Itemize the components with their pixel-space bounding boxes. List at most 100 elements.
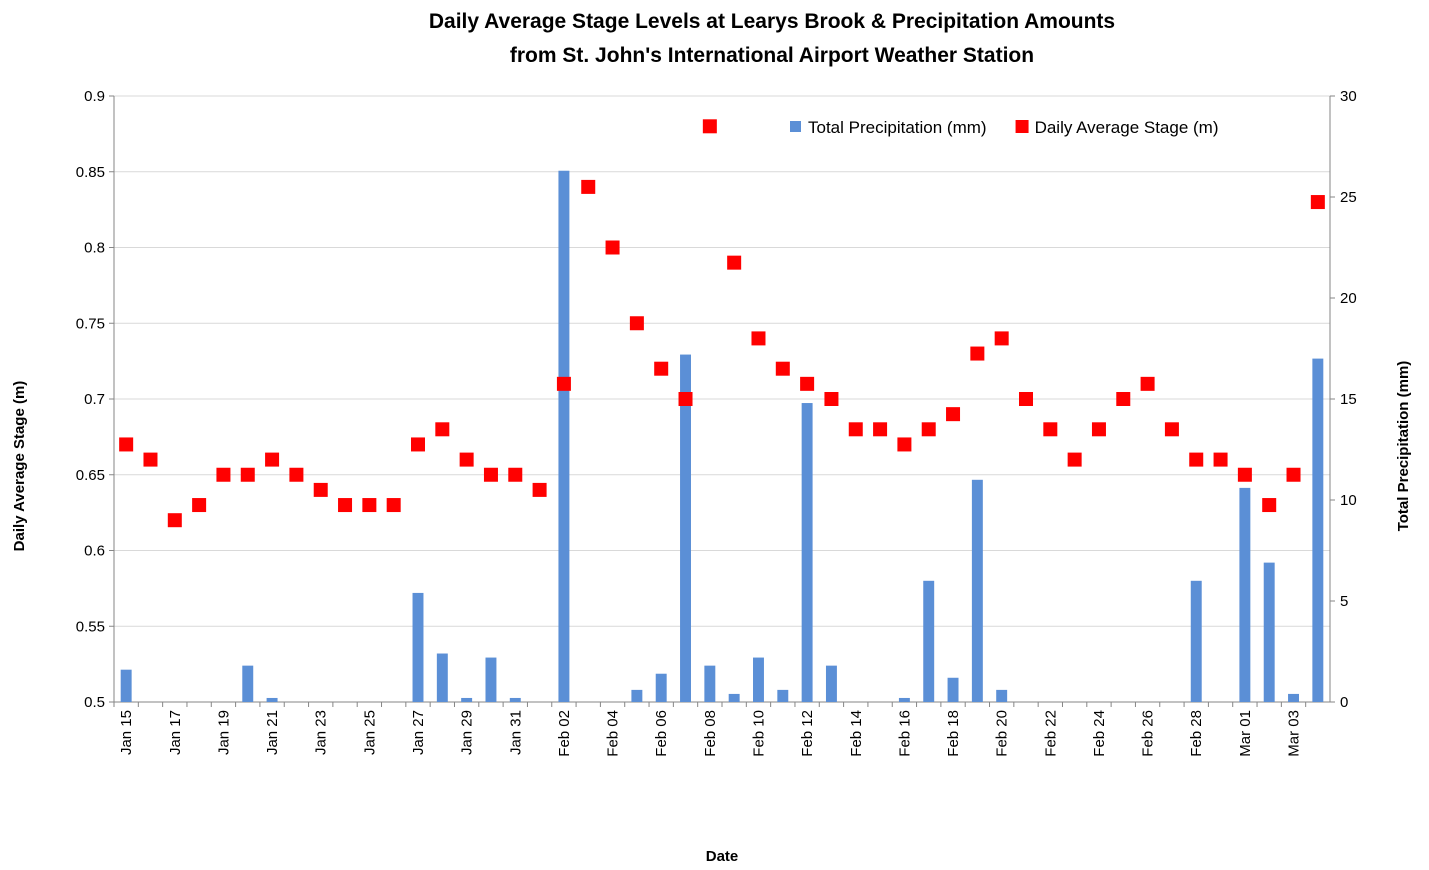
point	[289, 467, 304, 482]
bar	[1190, 580, 1202, 702]
bar	[655, 673, 667, 702]
x-tick-label: Feb 20	[994, 710, 1011, 757]
y2-tick-label: 25	[1340, 189, 1357, 206]
bar	[242, 665, 254, 702]
bar	[631, 689, 643, 702]
bar	[728, 693, 740, 702]
x-tick-label: Feb 06	[653, 710, 670, 757]
point	[1019, 392, 1033, 406]
point	[800, 376, 815, 391]
point	[1286, 467, 1301, 482]
point	[313, 482, 328, 497]
bar	[753, 657, 764, 702]
x-axis-title: Date	[706, 848, 739, 865]
bar	[558, 170, 570, 703]
point	[119, 437, 134, 452]
bar	[485, 657, 497, 702]
point	[1043, 422, 1058, 437]
point	[338, 498, 353, 513]
point	[192, 498, 207, 513]
point	[143, 452, 158, 467]
x-tick-label: Mar 01	[1237, 710, 1254, 757]
chart-title: Daily Average Stage Levels at Learys Bro…	[429, 10, 1115, 33]
point	[994, 331, 1009, 346]
x-tick-label: Feb 22	[1042, 710, 1059, 757]
point	[1237, 467, 1252, 482]
y-tick-label: 0.55	[76, 618, 105, 635]
point	[411, 437, 425, 452]
point	[1164, 422, 1179, 437]
x-tick-label: Feb 08	[702, 710, 719, 757]
x-tick-label: Jan 31	[507, 710, 524, 755]
y-tick-label: 0.9	[84, 88, 105, 105]
point	[1067, 452, 1082, 467]
bar	[461, 697, 473, 702]
bar	[923, 580, 935, 702]
legend-swatch	[1015, 120, 1029, 133]
x-tick-label: Feb 04	[605, 710, 622, 757]
bar	[436, 653, 448, 702]
bar	[1239, 487, 1251, 702]
chart-title: from St. John's International Airport We…	[510, 44, 1034, 67]
y-tick-label: 0.65	[76, 467, 105, 484]
y2-tick-label: 5	[1340, 593, 1348, 610]
bar	[971, 479, 983, 702]
bar	[266, 697, 278, 702]
y-tick-label: 0.85	[76, 164, 105, 181]
x-tick-label: Jan 15	[118, 710, 135, 755]
point	[1116, 392, 1131, 406]
point	[605, 240, 620, 255]
point	[581, 179, 596, 194]
x-tick-label: Feb 18	[945, 710, 962, 757]
x-tick-label: Feb 26	[1140, 710, 1157, 757]
point	[386, 498, 401, 513]
y-tick-label: 0.7	[84, 391, 105, 408]
point	[1140, 376, 1155, 391]
x-tick-label: Mar 03	[1286, 710, 1303, 757]
point	[654, 361, 669, 376]
x-tick-label: Jan 21	[264, 710, 281, 755]
bar	[947, 677, 959, 702]
point	[362, 498, 377, 513]
y-tick-label: 0.75	[76, 315, 105, 332]
point	[1310, 195, 1325, 210]
point	[240, 467, 255, 482]
y-tick-label: 0.5	[84, 694, 105, 711]
bar	[120, 669, 132, 702]
bar	[704, 665, 716, 702]
point	[508, 467, 523, 482]
point	[678, 392, 693, 406]
y-tick-label: 0.6	[84, 543, 105, 560]
point	[629, 316, 644, 331]
bar	[1263, 562, 1275, 702]
point	[167, 513, 182, 528]
x-tick-label: Jan 17	[167, 710, 184, 755]
bar	[825, 665, 837, 702]
x-tick-label: Feb 10	[750, 710, 767, 757]
bar	[509, 697, 521, 702]
bar	[777, 689, 789, 702]
x-tick-label: Feb 28	[1188, 710, 1205, 757]
point	[946, 407, 961, 422]
legend-label: Daily Average Stage (m)	[1035, 118, 1219, 137]
point	[727, 255, 742, 270]
y2-tick-label: 20	[1340, 290, 1357, 307]
point	[848, 422, 863, 437]
legend-swatch	[790, 121, 801, 132]
x-tick-label: Feb 02	[556, 710, 573, 757]
x-tick-label: Jan 25	[361, 710, 378, 755]
point	[970, 346, 985, 361]
bar	[1288, 693, 1299, 702]
x-tick-label: Jan 29	[459, 710, 476, 755]
point	[1091, 422, 1106, 437]
point	[751, 331, 766, 346]
point	[1213, 452, 1228, 467]
x-tick-label: Jan 23	[313, 710, 330, 755]
y-axis-title: Daily Average Stage (m)	[11, 381, 28, 552]
x-tick-label: Jan 19	[215, 710, 232, 755]
x-tick-label: Feb 24	[1091, 710, 1108, 757]
bar	[801, 403, 813, 702]
y-tick-label: 0.8	[84, 240, 105, 257]
